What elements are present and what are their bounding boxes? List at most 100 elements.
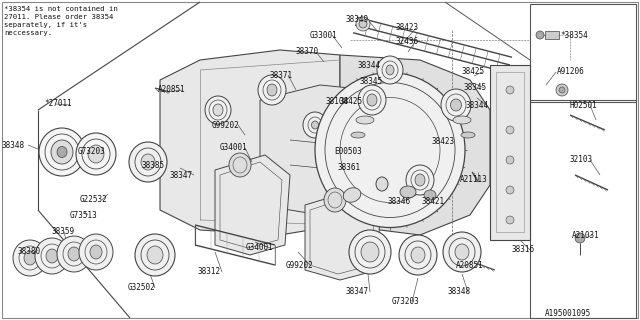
Text: 38344: 38344 (466, 100, 489, 109)
Text: *38354: *38354 (560, 30, 588, 39)
Text: 38345: 38345 (360, 77, 383, 86)
Circle shape (575, 233, 585, 243)
Ellipse shape (213, 104, 223, 116)
Circle shape (506, 156, 514, 164)
Polygon shape (340, 55, 490, 235)
Ellipse shape (343, 188, 361, 202)
Text: 38346: 38346 (388, 197, 411, 206)
Polygon shape (260, 85, 375, 215)
Ellipse shape (24, 251, 36, 265)
Ellipse shape (229, 153, 251, 177)
Ellipse shape (258, 75, 286, 105)
Text: G32502: G32502 (128, 284, 156, 292)
Text: 38345: 38345 (464, 84, 487, 92)
Text: 38423: 38423 (432, 138, 455, 147)
Ellipse shape (400, 186, 416, 198)
Ellipse shape (399, 235, 437, 275)
Ellipse shape (88, 145, 104, 163)
Polygon shape (215, 155, 290, 255)
Text: A20851: A20851 (158, 85, 186, 94)
Ellipse shape (46, 249, 58, 263)
Bar (530, 100, 636, 318)
Ellipse shape (451, 99, 461, 111)
Circle shape (506, 126, 514, 134)
Ellipse shape (441, 89, 471, 121)
Text: 38349: 38349 (345, 15, 368, 25)
Ellipse shape (455, 244, 469, 260)
Ellipse shape (443, 232, 481, 272)
Text: *27011: *27011 (44, 100, 72, 108)
Text: A195001095: A195001095 (545, 309, 591, 318)
Text: 38423: 38423 (395, 23, 418, 33)
Ellipse shape (377, 56, 403, 84)
Ellipse shape (376, 177, 388, 191)
Ellipse shape (356, 17, 370, 31)
Text: 38104: 38104 (326, 98, 349, 107)
Text: A21113: A21113 (460, 175, 488, 185)
Text: A21031: A21031 (572, 230, 600, 239)
Ellipse shape (267, 84, 277, 96)
Text: A20851: A20851 (456, 260, 484, 269)
Text: 38371: 38371 (270, 70, 293, 79)
Circle shape (556, 84, 568, 96)
Text: G33001: G33001 (310, 30, 338, 39)
Text: 38385: 38385 (142, 161, 165, 170)
Ellipse shape (324, 188, 346, 212)
Text: 32436: 32436 (395, 37, 418, 46)
Text: 38312: 38312 (198, 268, 221, 276)
Text: 38316: 38316 (512, 245, 535, 254)
Text: 38347: 38347 (345, 287, 368, 297)
Ellipse shape (129, 142, 167, 182)
Bar (496, 72, 524, 232)
Ellipse shape (406, 165, 434, 195)
Ellipse shape (57, 147, 67, 157)
Ellipse shape (461, 132, 475, 138)
Text: A91206: A91206 (557, 68, 585, 76)
Text: G34001: G34001 (246, 244, 274, 252)
Circle shape (506, 186, 514, 194)
Ellipse shape (367, 94, 377, 106)
Text: 38380: 38380 (18, 247, 41, 257)
Text: E00503: E00503 (334, 148, 362, 156)
Text: G22532: G22532 (80, 196, 108, 204)
Bar (530, 4, 636, 102)
Ellipse shape (358, 85, 386, 115)
Ellipse shape (453, 116, 471, 124)
Bar (545, 31, 559, 39)
Ellipse shape (361, 242, 379, 262)
Circle shape (506, 216, 514, 224)
Ellipse shape (411, 247, 425, 263)
Ellipse shape (39, 128, 85, 176)
Text: 38348: 38348 (448, 287, 471, 297)
Ellipse shape (303, 112, 327, 138)
Polygon shape (160, 50, 340, 235)
Text: 38348: 38348 (2, 140, 25, 149)
Ellipse shape (135, 234, 175, 276)
Ellipse shape (141, 154, 155, 170)
Ellipse shape (90, 245, 102, 259)
Text: G73203: G73203 (392, 298, 420, 307)
Ellipse shape (312, 121, 319, 129)
Ellipse shape (205, 96, 231, 124)
Circle shape (506, 86, 514, 94)
Text: 32103: 32103 (570, 156, 593, 164)
Circle shape (559, 87, 565, 93)
Ellipse shape (57, 236, 91, 272)
Ellipse shape (386, 65, 394, 75)
Text: H02501: H02501 (570, 100, 598, 109)
Circle shape (536, 31, 544, 39)
Text: *38354 is not contained in
27011. Please order 38354
separately, if it's
neccess: *38354 is not contained in 27011. Please… (4, 6, 118, 36)
Ellipse shape (35, 238, 69, 274)
Text: 38347: 38347 (170, 171, 193, 180)
Ellipse shape (349, 230, 391, 274)
Bar (490, 65, 530, 240)
Ellipse shape (13, 240, 47, 276)
Ellipse shape (351, 132, 365, 138)
Text: G99202: G99202 (286, 260, 314, 269)
Text: G73513: G73513 (70, 211, 98, 220)
Ellipse shape (147, 246, 163, 264)
Ellipse shape (356, 116, 374, 124)
Text: 38361: 38361 (338, 164, 361, 172)
Text: G73203: G73203 (78, 148, 106, 156)
Ellipse shape (315, 73, 465, 228)
